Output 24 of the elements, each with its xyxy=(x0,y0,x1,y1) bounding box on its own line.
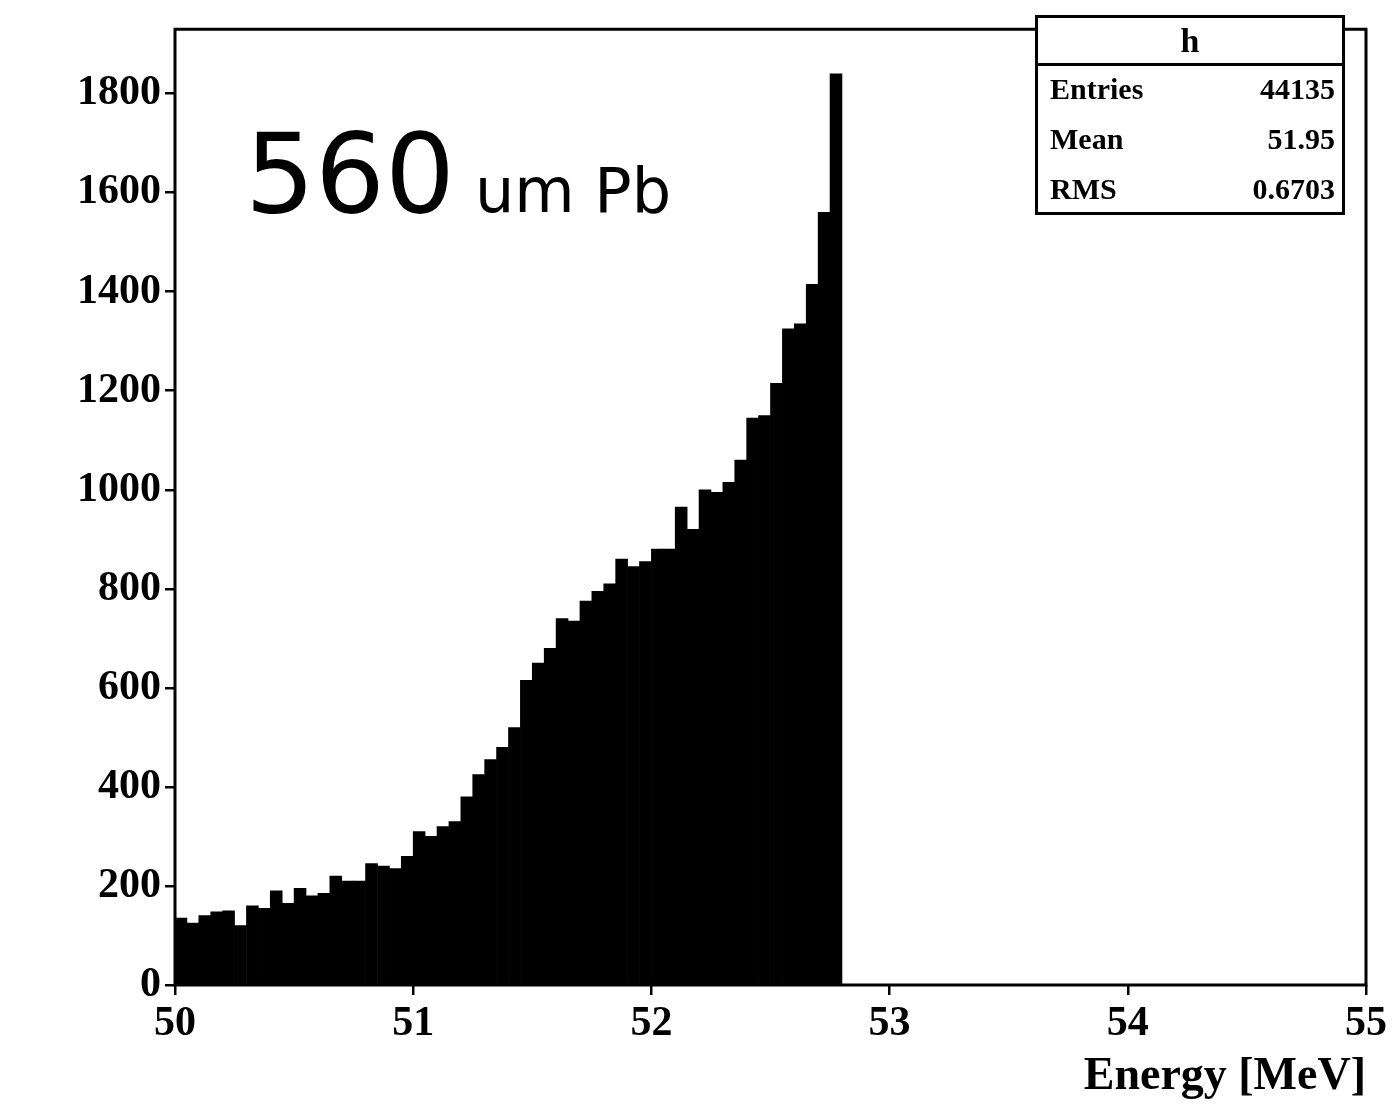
y-tick-label: 1200 xyxy=(77,364,161,411)
y-tick-label: 1400 xyxy=(77,265,161,312)
annotation: 44135 xyxy=(1260,72,1335,106)
annotation: Entries xyxy=(1050,72,1144,106)
y-tick-label: 1600 xyxy=(77,166,161,213)
x-tick-label: 55 xyxy=(1345,998,1387,1045)
annotation: Mean xyxy=(1050,122,1124,156)
y-tick-label: 200 xyxy=(98,859,161,906)
y-tick-label: 600 xyxy=(98,661,161,708)
x-axis-title: Energy [MeV] xyxy=(1083,1048,1366,1100)
y-tick-label: 1800 xyxy=(77,67,161,114)
x-tick-label: 51 xyxy=(392,998,435,1045)
y-tick-label: 800 xyxy=(98,562,161,609)
x-tick-label: 53 xyxy=(868,998,911,1045)
y-tick-label: 400 xyxy=(98,760,161,807)
y-tick-label: 1000 xyxy=(77,463,161,510)
annotation: 51.95 xyxy=(1267,122,1335,156)
annotation: 560 xyxy=(245,110,455,238)
x-tick-label: 52 xyxy=(630,998,673,1045)
annotation: 0.6703 xyxy=(1252,172,1335,206)
annotation: um Pb xyxy=(474,154,672,227)
annotation: h xyxy=(1038,18,1342,66)
x-tick-label: 54 xyxy=(1106,998,1149,1045)
annotation: RMS xyxy=(1050,172,1117,206)
